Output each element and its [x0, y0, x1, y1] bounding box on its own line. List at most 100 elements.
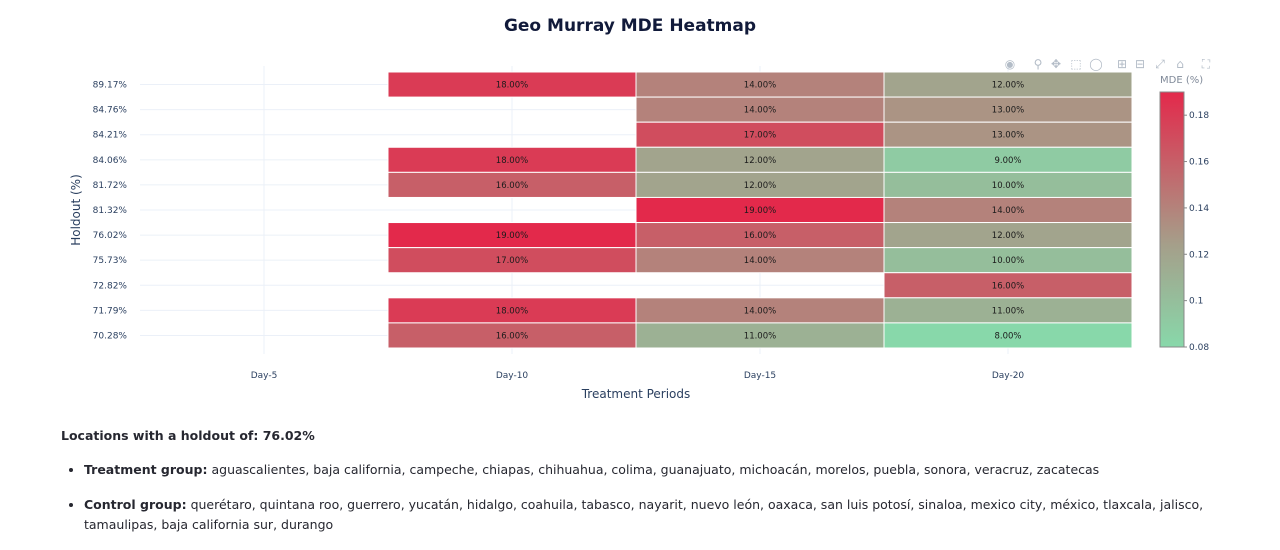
- chart-title: Geo Murray MDE Heatmap: [504, 16, 756, 36]
- cell-value-label: 14.00%: [744, 106, 776, 116]
- cell-value-label: 12.00%: [992, 81, 1024, 91]
- fullscreen-icon[interactable]: ⛶: [1201, 57, 1211, 71]
- cell-value-label: 16.00%: [496, 331, 528, 341]
- cell-value-label: 14.00%: [744, 81, 776, 91]
- heatmap-cell[interactable]: [387, 322, 637, 349]
- cell-labels: 18.00% 14.00% 12.00% 14.00% 13.00% 17.00% 13.0…: [496, 81, 1024, 342]
- cell-value-label: 19.00%: [744, 206, 776, 216]
- cell-value-label: 11.00%: [744, 331, 776, 341]
- control-group-value: querétaro, quintana roo, guerrero, yucat…: [84, 497, 1204, 532]
- holdout-heading: Locations with a holdout of: 76.02%: [61, 428, 315, 443]
- zoom-in-icon[interactable]: ⊞: [1116, 57, 1128, 71]
- colorbar-gradient: [1159, 91, 1185, 348]
- x-axis-title: Treatment Periods: [581, 387, 691, 401]
- x-tick-label: Day-5: [251, 371, 278, 381]
- colorbar-tick-label: 0.14: [1189, 204, 1209, 214]
- pan-icon[interactable]: ✥: [1050, 57, 1062, 71]
- cell-value-label: 14.00%: [992, 206, 1024, 216]
- heatmap-cell[interactable]: [635, 96, 885, 123]
- heatmap-cell[interactable]: [635, 322, 885, 349]
- heatmap-cell[interactable]: [883, 247, 1133, 274]
- cell-value-label: 16.00%: [496, 181, 528, 191]
- cell-value-label: 14.00%: [744, 256, 776, 266]
- zoom-out-icon[interactable]: ⊟: [1134, 57, 1146, 71]
- heatmap-chart: Geo Murray MDE Heatmap 18.00% 14.00% 12.00…: [69, 16, 1209, 401]
- y-tick-label: 84.21%: [93, 131, 128, 141]
- heatmap-cell[interactable]: [883, 196, 1133, 224]
- cell-value-label: 18.00%: [496, 81, 528, 91]
- camera-icon[interactable]: ◉: [1004, 57, 1016, 71]
- cell-value-label: 12.00%: [992, 231, 1024, 241]
- cell-value-label: 18.00%: [496, 306, 528, 316]
- colorbar-tick-label: 0.18: [1189, 111, 1209, 121]
- cell-value-label: 14.00%: [744, 306, 776, 316]
- cell-value-label: 16.00%: [992, 281, 1024, 291]
- cell-value-label: 12.00%: [744, 181, 776, 191]
- y-tick-label: 84.76%: [93, 106, 128, 116]
- cell-value-label: 10.00%: [992, 256, 1024, 266]
- heatmap-cell[interactable]: [883, 322, 1133, 349]
- treatment-group-value: aguascalientes, baja california, campech…: [211, 462, 1100, 477]
- colorbar-tick-label: 0.08: [1189, 343, 1209, 353]
- x-tick-label: Day-20: [992, 371, 1025, 381]
- heatmap-cells[interactable]: [387, 71, 1133, 349]
- colorbar-title: MDE (%): [1160, 75, 1203, 86]
- cell-value-label: 11.00%: [992, 306, 1024, 316]
- y-tick-label: 81.32%: [93, 206, 128, 216]
- heatmap-cell[interactable]: [883, 96, 1133, 123]
- group-list: Treatment group: aguascalientes, baja ca…: [61, 460, 1241, 535]
- heatmap-cell[interactable]: [883, 222, 1133, 249]
- heatmap-cell[interactable]: [635, 297, 885, 324]
- heatmap-cell[interactable]: [635, 121, 885, 148]
- y-tick-label: 72.82%: [93, 281, 128, 291]
- heatmap-cell[interactable]: [635, 196, 885, 224]
- colorbar-ticks: 0.08 0.1 0.12 0.14 0.16 0.18: [1184, 111, 1209, 353]
- x-tick-label: Day-15: [744, 371, 776, 381]
- treatment-group-item: Treatment group: aguascalientes, baja ca…: [84, 460, 1241, 480]
- cell-value-label: 10.00%: [992, 181, 1024, 191]
- cell-value-label: 16.00%: [744, 231, 776, 241]
- heatmap-cell[interactable]: [883, 297, 1133, 324]
- heatmap-cell[interactable]: [635, 222, 885, 249]
- holdout-info: Locations with a holdout of: 76.02% Trea…: [61, 428, 1241, 550]
- heatmap-cell[interactable]: [883, 171, 1133, 198]
- zoom-icon[interactable]: ⚲: [1033, 57, 1043, 71]
- y-tick-label: 70.28%: [93, 331, 128, 341]
- y-tick-label: 84.06%: [93, 156, 128, 166]
- colorbar-tick-label: 0.16: [1189, 158, 1209, 168]
- heatmap-cell[interactable]: [387, 297, 637, 324]
- x-tick-label: Day-10: [496, 371, 529, 381]
- lasso-select-icon[interactable]: ◯: [1089, 57, 1103, 71]
- y-tick-label: 71.79%: [93, 306, 128, 316]
- colorbar-tick-label: 0.1: [1189, 297, 1203, 307]
- heatmap-cell[interactable]: [635, 247, 885, 274]
- reset-axes-icon[interactable]: ⌂: [1176, 57, 1184, 71]
- heatmap-cell[interactable]: [635, 146, 885, 173]
- box-select-icon[interactable]: ⬚: [1070, 57, 1082, 71]
- heatmap-cell[interactable]: [387, 171, 637, 198]
- y-axis-ticks: 89.17% 84.76% 84.21% 84.06% 81.72% 81.32% 76.0…: [93, 81, 128, 342]
- cell-value-label: 13.00%: [992, 106, 1024, 116]
- colorbar-tick-label: 0.12: [1189, 250, 1209, 260]
- cell-value-label: 17.00%: [744, 131, 776, 141]
- cell-value-label: 18.00%: [496, 156, 528, 166]
- autoscale-icon[interactable]: ⤢: [1155, 57, 1165, 71]
- y-tick-label: 76.02%: [93, 231, 128, 241]
- colorbar: MDE (%) 0.08 0.1 0.12 0.14 0.16 0.18: [1159, 75, 1209, 353]
- cell-value-label: 8.00%: [994, 331, 1021, 341]
- y-tick-label: 75.73%: [93, 256, 128, 266]
- heatmap-cell[interactable]: [635, 171, 885, 198]
- y-tick-label: 81.72%: [93, 181, 128, 191]
- heatmap-cell[interactable]: [883, 71, 1133, 98]
- y-axis-title: Holdout (%): [69, 174, 83, 246]
- cell-value-label: 17.00%: [496, 256, 528, 266]
- cell-value-label: 12.00%: [744, 156, 776, 166]
- heatmap-cell[interactable]: [387, 222, 637, 249]
- cell-value-label: 9.00%: [994, 156, 1021, 166]
- control-group-item: Control group: querétaro, quintana roo, …: [84, 495, 1241, 535]
- cell-value-label: 19.00%: [496, 231, 528, 241]
- control-group-label: Control group:: [84, 497, 187, 512]
- x-axis-ticks: Day-5 Day-10 Day-15 Day-20: [251, 371, 1025, 381]
- treatment-group-label: Treatment group:: [84, 462, 208, 477]
- y-tick-label: 89.17%: [93, 81, 128, 91]
